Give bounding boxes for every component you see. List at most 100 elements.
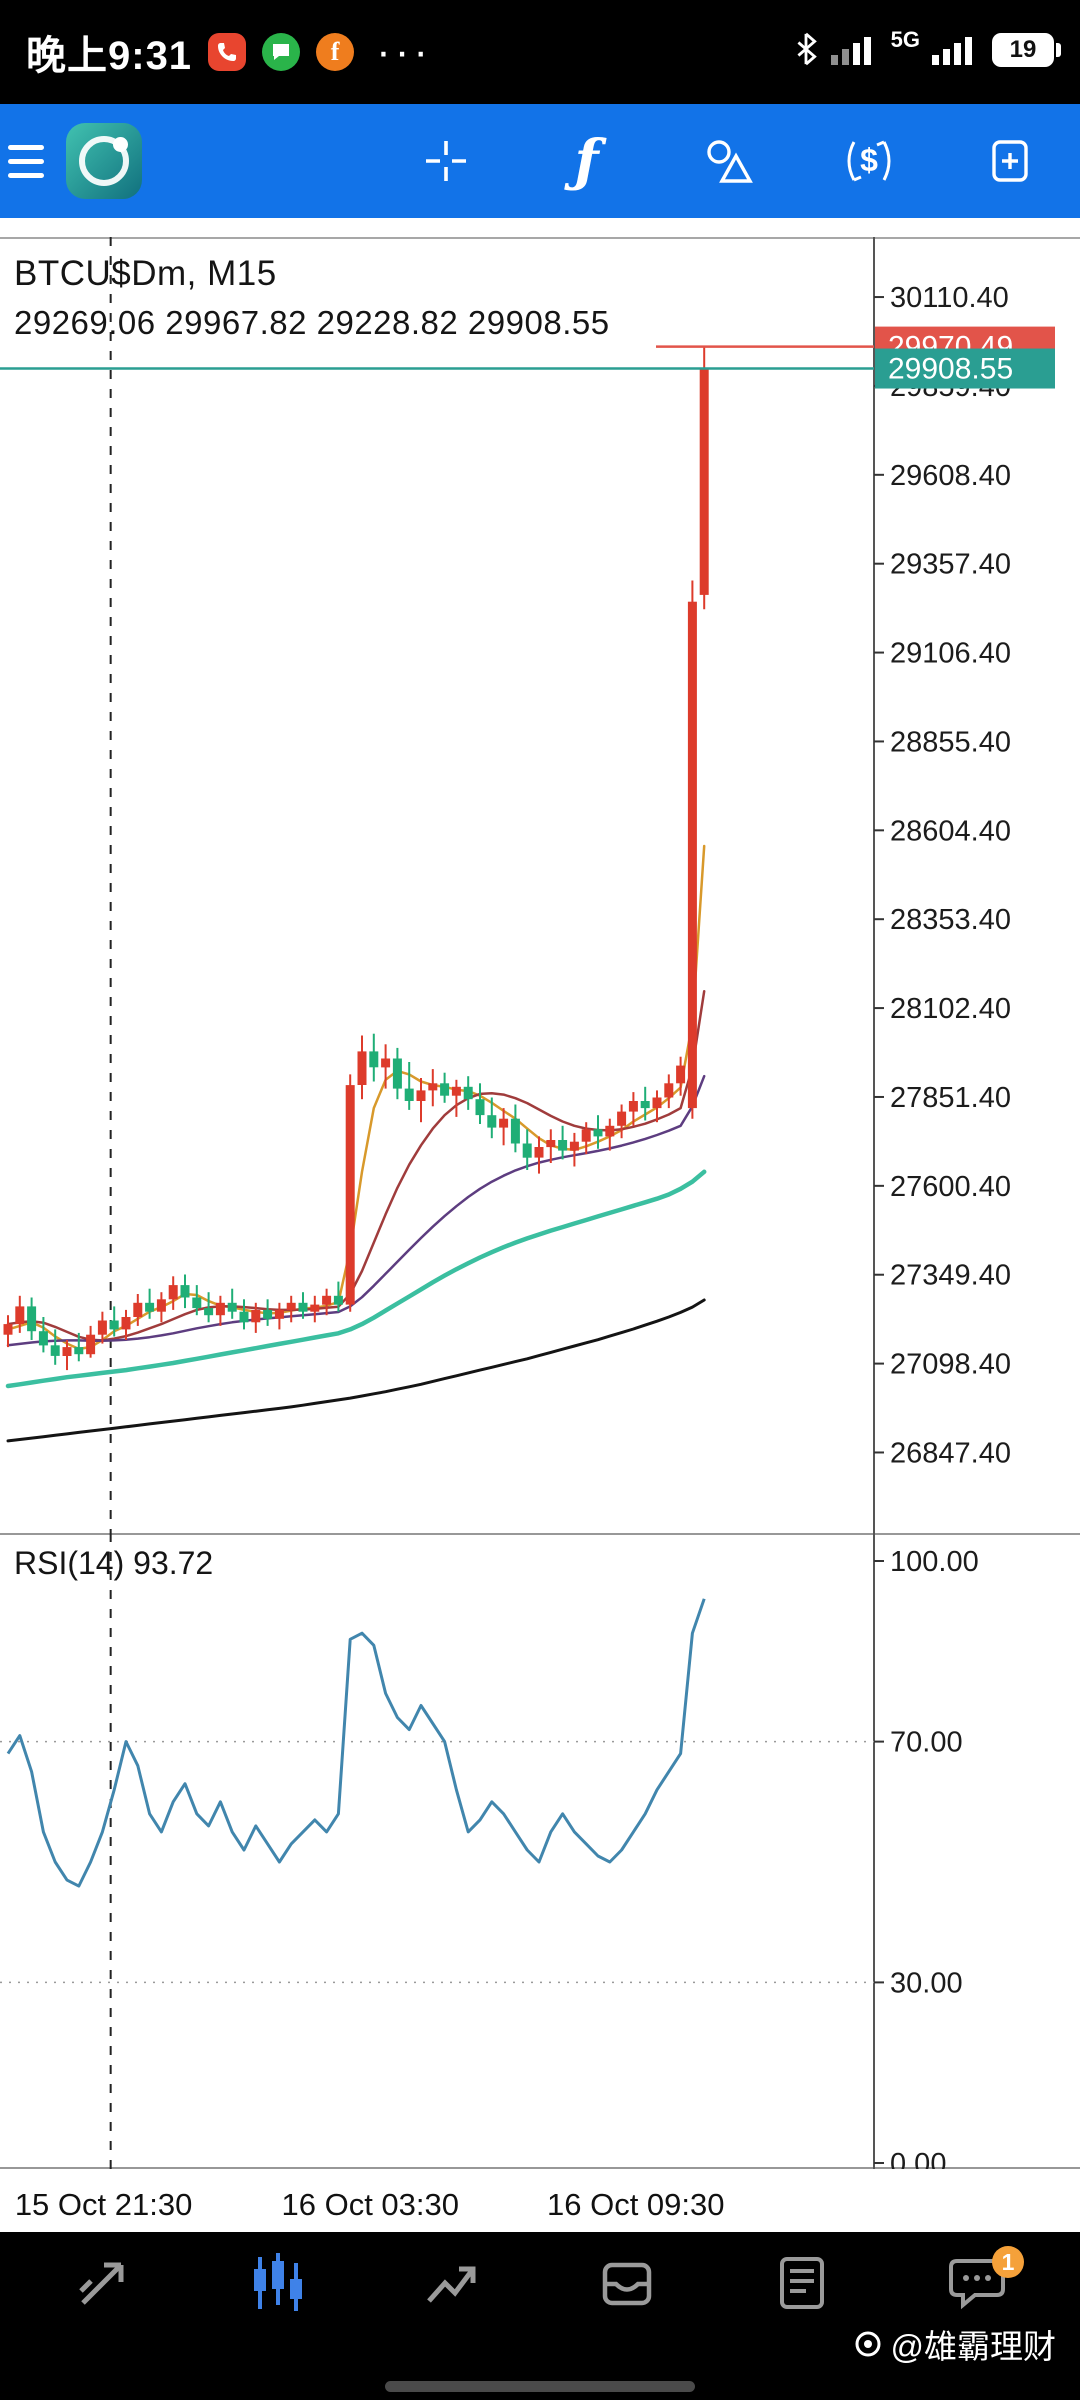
price-axis-label: 29106.40 [890, 638, 1011, 670]
candle-body [357, 1051, 367, 1085]
trade-button[interactable]: $ [798, 104, 939, 218]
candle-body [109, 1320, 119, 1330]
candle-body [581, 1129, 591, 1142]
history-nav-button[interactable] [588, 2244, 666, 2322]
bid-price-badge [875, 348, 1055, 389]
candle-body [121, 1317, 131, 1330]
candle-body [251, 1309, 261, 1323]
function-icon: ƒ [574, 128, 599, 194]
candle-body [62, 1347, 72, 1356]
candle-body [204, 1308, 214, 1316]
candle-body [522, 1143, 532, 1158]
candlestick-chart-icon [253, 2253, 302, 2311]
price-axis-label: 28855.40 [890, 726, 1011, 758]
candle-body [274, 1309, 284, 1319]
chat-nav-button[interactable]: 1 [938, 2244, 1024, 2322]
candle-body [475, 1099, 485, 1116]
ma-mid-crimson [6, 989, 706, 1342]
network-type-label: 5G [890, 27, 920, 52]
bottom-bar: 1 @雄霸理财 [0, 2232, 1080, 2400]
candle-body [3, 1324, 13, 1335]
crosshair-icon [425, 141, 466, 181]
trade-dollar-icon: $ [847, 140, 890, 182]
price-axis-label: 27349.40 [890, 1260, 1011, 1292]
status-time: 晚上9:31 [26, 34, 193, 78]
candle-body [569, 1141, 579, 1151]
app-logo[interactable] [66, 123, 142, 199]
candle-body [145, 1302, 155, 1312]
candle-body [593, 1129, 603, 1137]
phone-app-icon [208, 33, 247, 71]
price-axis-label: 28102.40 [890, 993, 1011, 1025]
status-left: 晚上9:31 f ··· [26, 23, 432, 81]
rsi-label: RSI(14) 93.72 [14, 1545, 214, 1581]
bid-price-value: 29908.55 [888, 353, 1013, 386]
ma-slow-purple [6, 1074, 706, 1347]
candle-body [180, 1285, 190, 1298]
tray-icon [603, 2262, 652, 2306]
candle-body [192, 1297, 202, 1309]
svg-text:$: $ [860, 142, 878, 178]
news-icon [780, 2257, 825, 2309]
f-app-icon: f [316, 33, 355, 71]
rsi-axis-label: 100.00 [890, 1546, 979, 1578]
price-chart[interactable]: 30110.4029859.4029608.4029357.4029106.40… [0, 237, 1080, 1533]
chart-area: 30110.4029859.4029608.4029357.4029106.40… [0, 218, 1080, 2232]
crosshair-button[interactable] [375, 104, 516, 218]
objects-icon [706, 140, 753, 183]
candle-body [652, 1097, 662, 1109]
chart-header: BTCU$Dm, M15 29269.06 29967.82 29228.82 … [14, 254, 610, 342]
candle-body [263, 1309, 273, 1319]
charts-nav-button[interactable] [239, 2244, 317, 2322]
home-indicator[interactable] [385, 2381, 695, 2392]
rsi-indicator-pane[interactable]: 100.00 70.00 30.00 0.00 [0, 1533, 1080, 2169]
new-order-icon [991, 140, 1028, 182]
candle-body [534, 1147, 544, 1158]
candle-body [510, 1118, 520, 1144]
symbol-timeframe-label: BTCU$Dm, M15 [14, 254, 277, 293]
time-axis-label: 16 Oct 09:30 [546, 2187, 725, 2222]
top-toolbar: ƒ $ [0, 104, 1080, 218]
candle-body [463, 1086, 473, 1100]
news-nav-button[interactable] [763, 2244, 841, 2322]
price-axis-label: 27098.40 [890, 1349, 1011, 1381]
candle-body [617, 1111, 627, 1126]
time-axis-label: 15 Oct 21:30 [14, 2187, 193, 2222]
ma-fast-orange [6, 844, 706, 1351]
rsi-axis-label: 30.00 [890, 1967, 963, 1999]
candle-body [451, 1086, 461, 1096]
battery-icon: 19 [992, 33, 1061, 67]
indicators-button[interactable]: ƒ [516, 104, 657, 218]
candle-body [440, 1083, 450, 1096]
candle-body [699, 368, 709, 595]
candle-body [156, 1299, 166, 1312]
candle-body [428, 1083, 438, 1091]
candle-body [86, 1334, 96, 1355]
price-axis-label: 26847.40 [890, 1437, 1011, 1469]
status-bar: 晚上9:31 f ··· 5G 19 [0, 0, 1080, 104]
candle-body [50, 1345, 60, 1356]
candle-body [286, 1302, 296, 1310]
chat-app-icon [262, 33, 301, 71]
rsi-line [6, 1598, 706, 1888]
price-axis-label: 29357.40 [890, 549, 1011, 581]
candle-body [546, 1140, 556, 1148]
status-more-icon: ··· [376, 27, 433, 76]
chat-badge: 1 [991, 2246, 1024, 2278]
trend-arrow-icon [79, 2262, 124, 2305]
objects-button[interactable] [657, 104, 798, 218]
trade-nav-button[interactable] [414, 2244, 492, 2322]
quotes-nav-button[interactable] [64, 2244, 142, 2322]
ohlc-values: 29269.06 29967.82 29228.82 29908.55 [14, 304, 610, 341]
menu-button[interactable] [0, 104, 56, 218]
time-axis[interactable]: 15 Oct 21:30 16 Oct 03:30 16 Oct 09:30 [0, 2169, 1080, 2232]
rsi-axis-label: 70.00 [890, 1727, 963, 1759]
candle-body [322, 1295, 332, 1305]
candle-body [27, 1306, 37, 1332]
watermark: @雄霸理财 [853, 2320, 1056, 2368]
candle-body [487, 1115, 497, 1128]
new-order-button[interactable] [939, 104, 1080, 218]
candle-body [215, 1302, 225, 1316]
candle-body [345, 1085, 355, 1305]
